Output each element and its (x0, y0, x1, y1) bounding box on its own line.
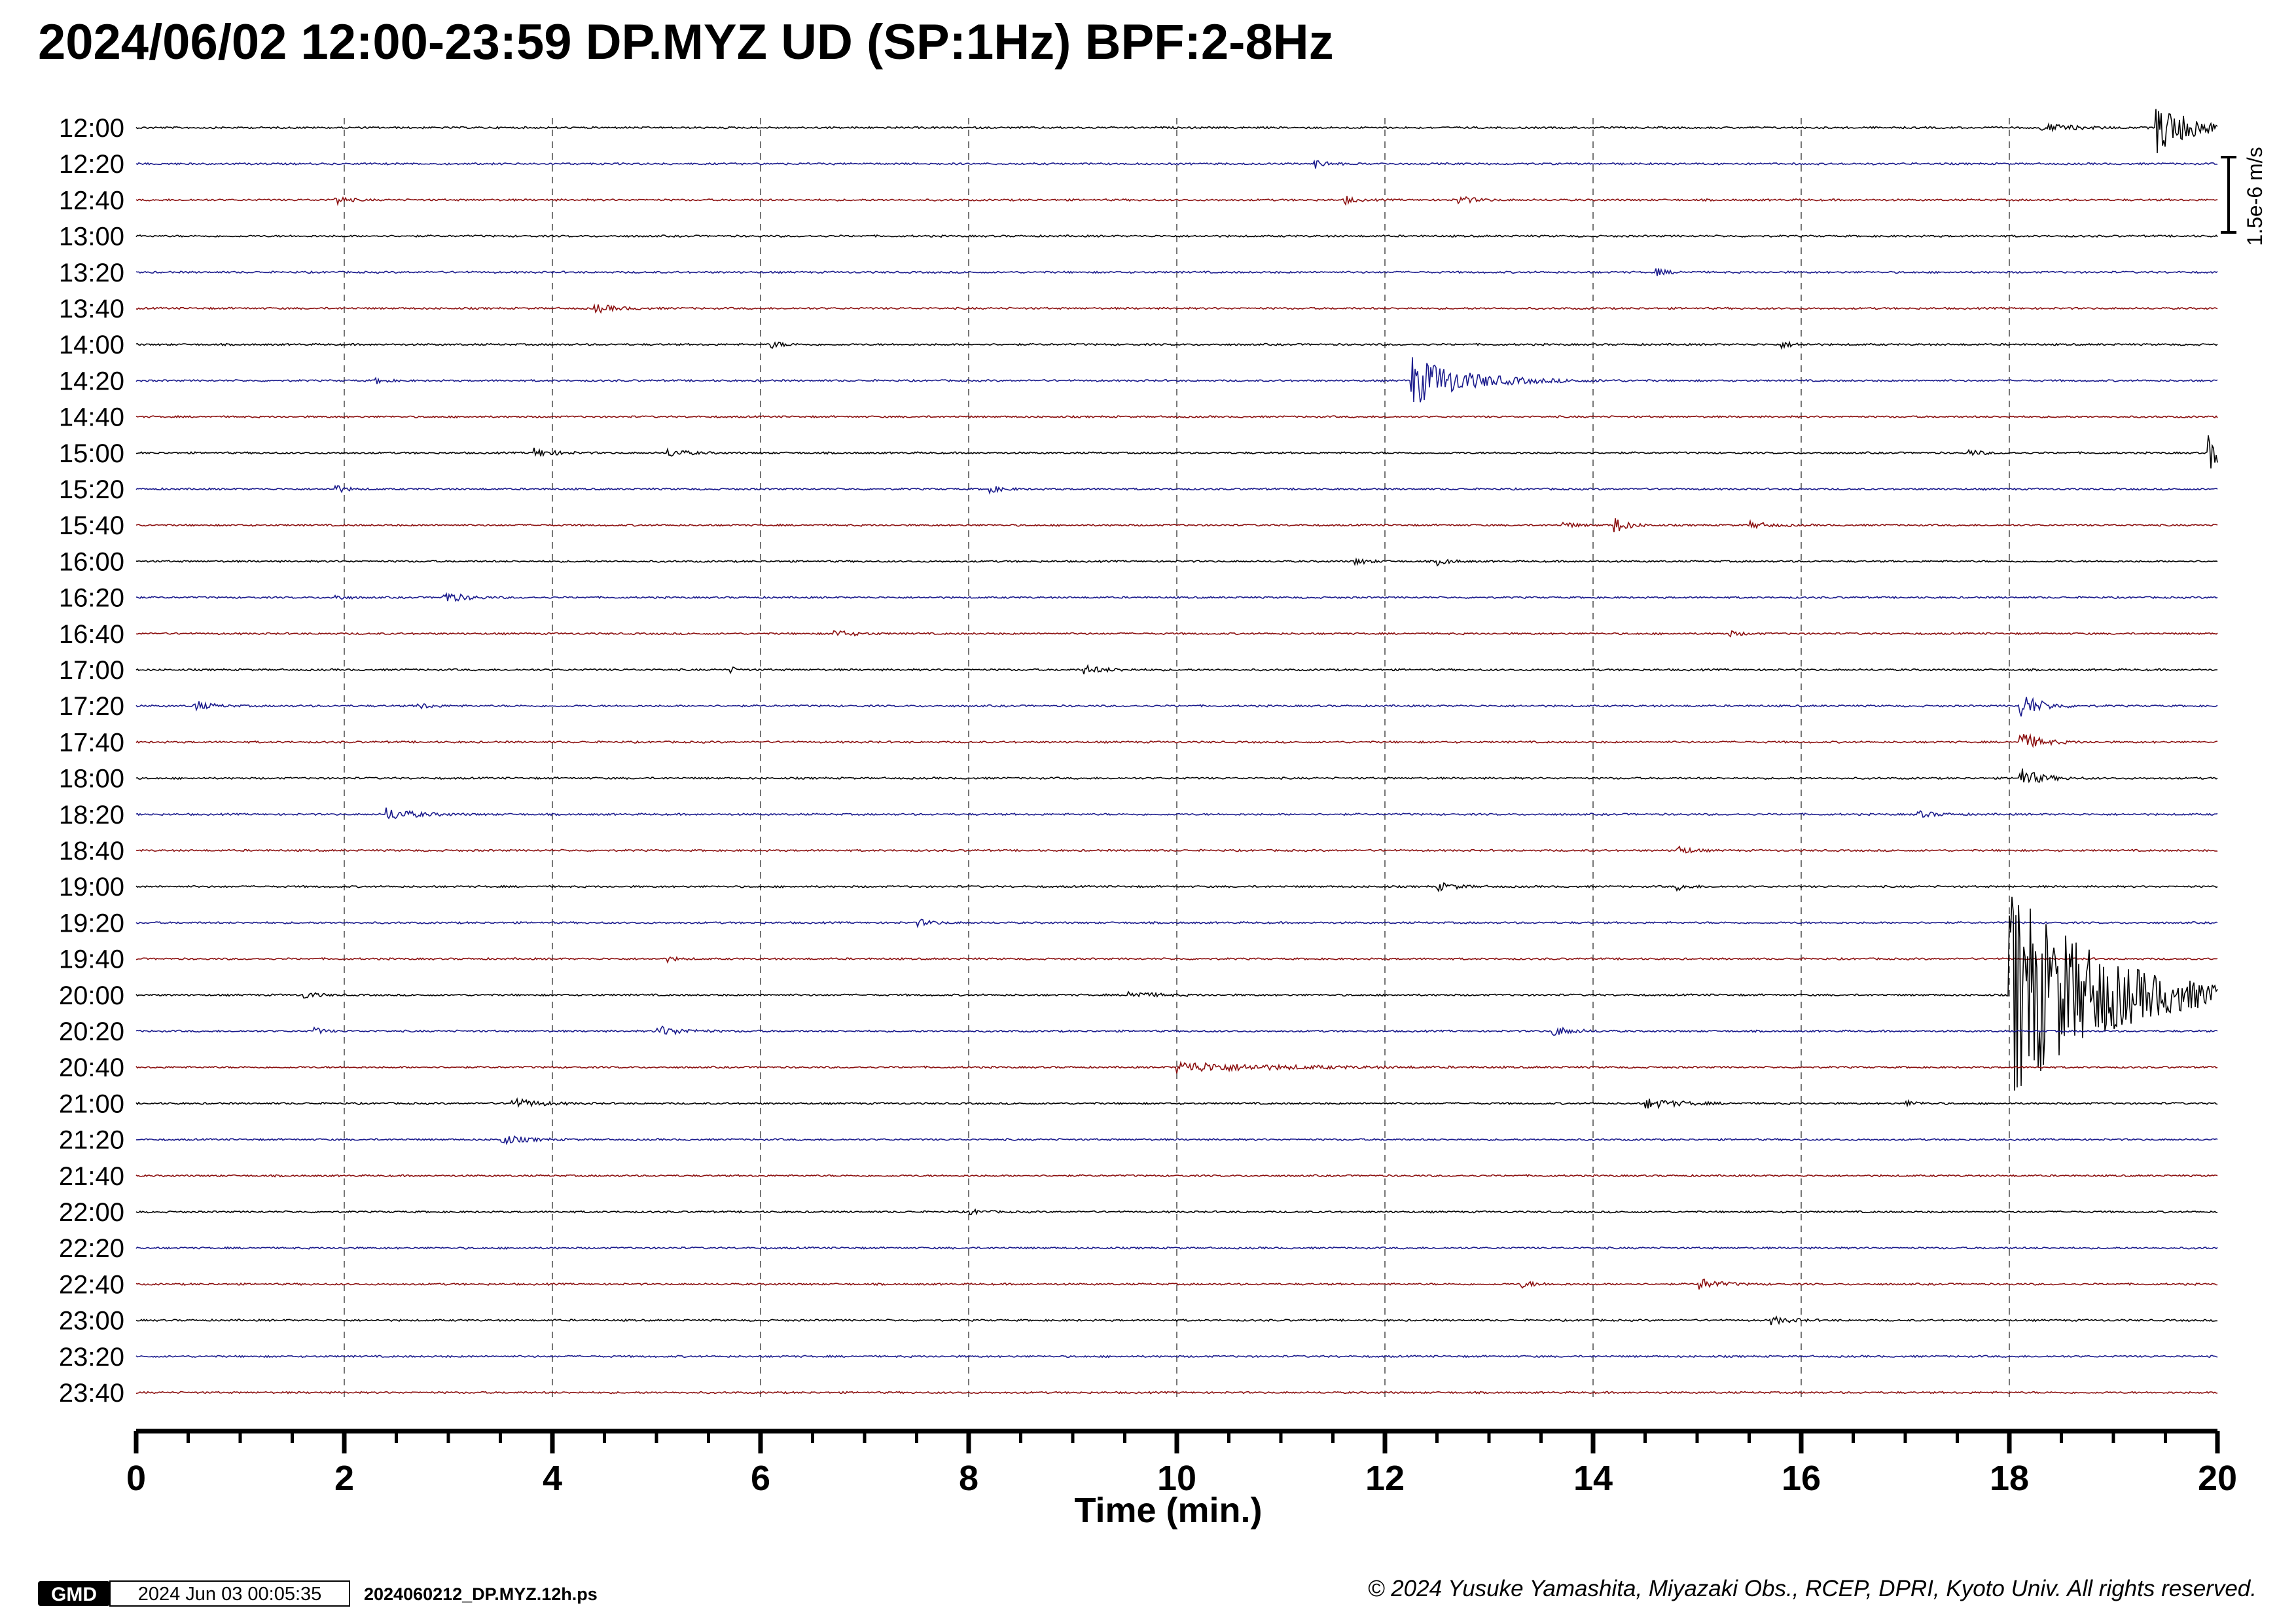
row-label: 22:20 (59, 1234, 124, 1263)
x-tick-label: 20 (2198, 1459, 2237, 1498)
row-label: 21:20 (59, 1126, 124, 1155)
row-label: 14:40 (59, 403, 124, 432)
trace-1220 (135, 159, 2218, 169)
row-label: 17:40 (59, 728, 124, 757)
trace-2240 (135, 1278, 2218, 1290)
row-label: 19:40 (59, 945, 124, 974)
trace-1420 (135, 357, 2218, 403)
trace-1500 (135, 435, 2218, 469)
trace-1940 (135, 956, 2218, 964)
row-label: 17:20 (59, 692, 124, 721)
row-label: 21:00 (59, 1089, 124, 1118)
trace-1320 (135, 268, 2218, 276)
trace-1840 (135, 845, 2218, 854)
x-tick-label: 10 (1157, 1459, 1196, 1498)
row-label: 23:00 (59, 1307, 124, 1336)
x-tick-label: 16 (1782, 1459, 1821, 1498)
trace-1300 (135, 234, 2218, 238)
trace-2220 (135, 1246, 2218, 1250)
footer-timestamp: 2024 Jun 03 00:05:35 (138, 1584, 322, 1605)
trace-1700 (135, 664, 2218, 674)
row-label: 21:40 (59, 1162, 124, 1191)
row-label: 19:00 (59, 873, 124, 902)
trace-1600 (135, 557, 2218, 567)
row-labels: 12:00 12:20 12:40 13:00 13:20 13:40 14:00 14:20… (59, 114, 124, 1408)
trace-1900 (135, 882, 2218, 893)
x-tick-label: 0 (126, 1459, 146, 1498)
row-label: 22:40 (59, 1270, 124, 1299)
gmd-logo: GMD (38, 1581, 110, 1606)
copyright-text: © 2024 Yusuke Yamashita, Miyazaki Obs., … (1368, 1576, 2257, 1601)
trace-1920 (135, 919, 2218, 928)
trace-2100 (135, 1097, 2218, 1110)
trace-2300 (135, 1315, 2218, 1326)
trace-1520 (135, 484, 2218, 495)
row-label: 14:00 (59, 331, 124, 359)
trace-1200 (135, 109, 2218, 154)
chart-title: 2024/06/02 12:00-23:59 DP.MYZ UD (SP:1Hz… (38, 14, 1334, 70)
trace-1340 (135, 303, 2218, 314)
trace-1400 (135, 340, 2218, 350)
row-label: 23:20 (59, 1343, 124, 1372)
row-label: 20:40 (59, 1053, 124, 1082)
x-axis-label: Time (min.) (1074, 1491, 1262, 1530)
row-label: 18:20 (59, 801, 124, 830)
row-label: 18:40 (59, 837, 124, 866)
row-label: 13:40 (59, 295, 124, 323)
row-label: 20:20 (59, 1017, 124, 1046)
row-label: 16:40 (59, 620, 124, 649)
row-label: 12:00 (59, 114, 124, 143)
row-label: 12:40 (59, 186, 124, 215)
row-label: 14:20 (59, 367, 124, 395)
x-tick-label: 2 (334, 1459, 354, 1498)
row-label: 15:00 (59, 439, 124, 468)
trace-1440 (135, 414, 2218, 419)
trace-2320 (135, 1354, 2218, 1359)
trace-2020 (135, 1025, 2218, 1036)
trace-2120 (136, 1135, 2218, 1146)
trace-area (135, 109, 2218, 1395)
scale-bar: 1.5e-6 m/s (2221, 147, 2267, 246)
x-tick-label: 14 (1573, 1459, 1613, 1498)
trace-2140 (135, 1173, 2218, 1178)
row-label: 12:20 (59, 150, 124, 179)
row-label: 22:00 (59, 1198, 124, 1227)
logo-text: GMD (51, 1584, 97, 1605)
row-label: 20:00 (59, 981, 124, 1010)
row-label: 15:20 (59, 475, 124, 504)
scale-bar-label: 1.5e-6 m/s (2243, 147, 2267, 246)
row-label: 16:20 (59, 584, 124, 613)
trace-2040 (135, 1061, 2218, 1074)
trace-1820 (135, 807, 2218, 820)
x-tick-label: 4 (543, 1459, 562, 1498)
row-label: 15:40 (59, 511, 124, 540)
row-label: 16:00 (59, 547, 124, 576)
row-label: 19:20 (59, 909, 124, 938)
trace-1720 (135, 697, 2218, 717)
trace-1240 (135, 196, 2218, 206)
x-tick-label: 18 (1990, 1459, 2029, 1498)
x-tick-label: 8 (959, 1459, 978, 1498)
trace-1740 (135, 733, 2217, 748)
row-label: 18:00 (59, 765, 124, 793)
footer-filename: 2024060212_DP.MYZ.12h.ps (364, 1584, 598, 1604)
x-tick-label: 12 (1365, 1459, 1405, 1498)
row-label: 13:20 (59, 259, 124, 287)
trace-2340 (135, 1391, 2218, 1395)
row-label: 17:00 (59, 656, 124, 685)
x-tick-label: 6 (751, 1459, 770, 1498)
trace-1620 (135, 592, 2218, 602)
row-label: 13:00 (59, 223, 124, 251)
trace-2000 (135, 896, 2218, 1091)
x-axis: 0 2 4 6 8 10 12 14 16 18 20 (126, 1429, 2237, 1498)
footer: GMD 2024 Jun 03 00:05:35 2024060212_DP.M… (38, 1576, 2257, 1607)
trace-1800 (135, 768, 2218, 784)
trace-2200 (135, 1208, 2218, 1216)
grid-lines (344, 118, 2010, 1401)
row-label: 23:40 (59, 1379, 124, 1408)
trace-1540 (135, 518, 2218, 533)
trace-1640 (135, 630, 2218, 638)
